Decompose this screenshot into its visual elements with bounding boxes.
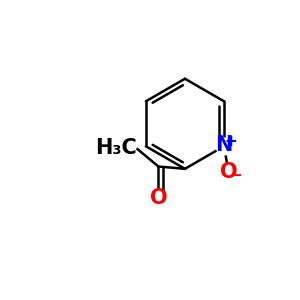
Text: O: O — [220, 162, 237, 182]
Text: +: + — [224, 134, 237, 149]
Text: N: N — [215, 135, 232, 155]
Text: H₃C: H₃C — [95, 138, 136, 158]
Text: −: − — [229, 168, 242, 183]
Text: O: O — [150, 188, 167, 208]
